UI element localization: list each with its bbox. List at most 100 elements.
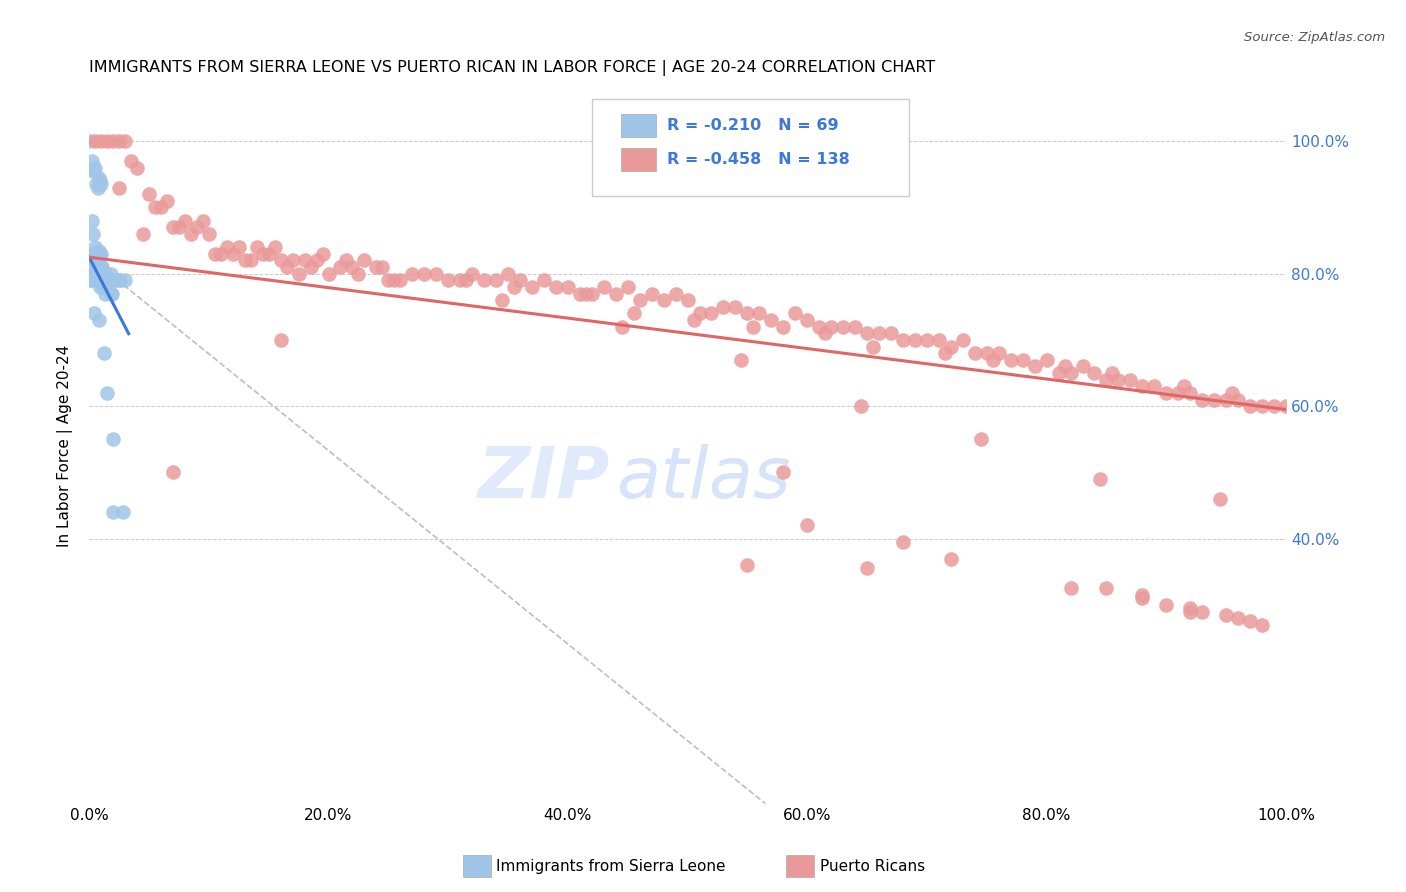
Point xyxy=(79,270,101,285)
Point xyxy=(1251,617,1274,632)
Point xyxy=(1130,591,1153,606)
Point xyxy=(108,180,131,194)
Point xyxy=(101,505,124,519)
Point xyxy=(880,326,903,341)
Point xyxy=(84,247,107,261)
Point xyxy=(91,280,114,294)
Point xyxy=(904,333,927,347)
Point xyxy=(110,273,132,287)
Point xyxy=(1024,359,1046,374)
Point xyxy=(93,267,115,281)
Point xyxy=(101,273,124,287)
Point xyxy=(83,164,105,178)
Point xyxy=(233,253,256,268)
Point xyxy=(252,247,274,261)
Text: ZIP: ZIP xyxy=(478,443,610,513)
Point xyxy=(108,273,131,287)
Point xyxy=(605,286,627,301)
Point xyxy=(963,346,986,360)
Point xyxy=(222,247,245,261)
Point xyxy=(1090,472,1112,486)
Point xyxy=(1059,366,1081,380)
Point xyxy=(1215,392,1237,407)
Point xyxy=(82,164,104,178)
Point xyxy=(1173,379,1195,393)
Point xyxy=(1215,607,1237,622)
Point xyxy=(84,270,107,285)
Point xyxy=(83,253,105,268)
Point xyxy=(87,313,110,327)
Point xyxy=(868,326,890,341)
Point xyxy=(287,267,309,281)
Point xyxy=(461,267,484,281)
Point xyxy=(96,273,118,287)
Point xyxy=(503,280,526,294)
Point xyxy=(96,134,118,148)
Point xyxy=(610,319,633,334)
Point xyxy=(772,466,794,480)
Point xyxy=(84,240,107,254)
Y-axis label: In Labor Force | Age 20-24: In Labor Force | Age 20-24 xyxy=(58,345,73,547)
Point xyxy=(86,267,108,281)
Point xyxy=(737,306,759,320)
Text: Source: ZipAtlas.com: Source: ZipAtlas.com xyxy=(1244,31,1385,45)
Point xyxy=(263,240,285,254)
Point xyxy=(682,313,704,327)
Point xyxy=(1209,491,1232,506)
Point xyxy=(520,280,543,294)
Point xyxy=(239,253,262,268)
Point xyxy=(114,273,136,287)
Point xyxy=(100,286,122,301)
Point xyxy=(700,306,723,320)
Point xyxy=(311,247,333,261)
Point xyxy=(616,280,638,294)
Point xyxy=(90,178,112,192)
Point xyxy=(94,273,117,287)
Point xyxy=(82,267,104,281)
FancyBboxPatch shape xyxy=(620,114,657,136)
Point xyxy=(1083,366,1105,380)
Point xyxy=(665,286,688,301)
Point xyxy=(93,273,115,287)
Point xyxy=(640,286,662,301)
Point xyxy=(93,346,115,360)
Point xyxy=(1239,615,1261,629)
Point xyxy=(82,267,104,281)
Point xyxy=(623,306,645,320)
Point xyxy=(335,253,357,268)
Point xyxy=(97,280,120,294)
Point xyxy=(96,386,118,401)
Point xyxy=(101,433,124,447)
Point xyxy=(89,174,111,188)
Point xyxy=(84,161,107,175)
Point xyxy=(90,134,112,148)
Point xyxy=(413,267,436,281)
Point xyxy=(281,253,304,268)
Point xyxy=(174,213,197,227)
Point xyxy=(496,267,519,281)
Point xyxy=(772,319,794,334)
Point xyxy=(108,134,131,148)
Point xyxy=(167,220,190,235)
Point xyxy=(96,280,118,294)
Text: R = -0.458   N = 138: R = -0.458 N = 138 xyxy=(668,153,851,168)
Point xyxy=(143,201,166,215)
Point xyxy=(86,253,108,268)
Point xyxy=(198,227,221,241)
Point xyxy=(82,247,104,261)
Point xyxy=(970,433,993,447)
Point xyxy=(98,273,121,287)
Point xyxy=(849,399,872,413)
Point xyxy=(456,273,478,287)
Point xyxy=(1239,399,1261,413)
Point xyxy=(83,306,105,320)
Point xyxy=(80,154,103,169)
Point xyxy=(93,286,115,301)
Point xyxy=(981,352,1004,367)
Point xyxy=(93,267,115,281)
Point xyxy=(86,180,108,194)
Point xyxy=(796,313,818,327)
Point xyxy=(377,273,399,287)
Point xyxy=(1011,352,1033,367)
Point xyxy=(472,273,495,287)
